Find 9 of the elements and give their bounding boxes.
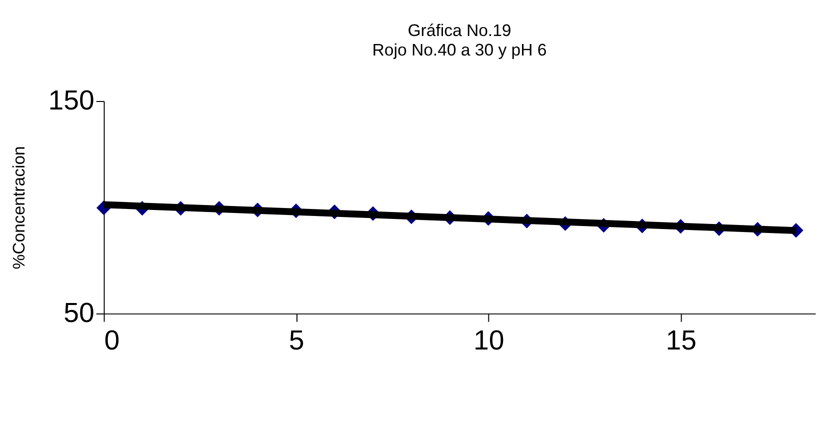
chart-subtitle: Rojo No.40 a 30 y pH 6 [372,40,547,60]
y-axis-title: %Concentracion [9,146,28,270]
x-tick-label: 10 [473,324,504,356]
x-tick-label: 5 [288,324,304,356]
x-tick-label: 15 [666,324,697,356]
x-tick-label: 0 [104,324,120,356]
y-tick-label: 50 [64,296,94,328]
chart-title: Gráfica No.19 [408,20,512,40]
y-tick-label: 150 [48,84,94,116]
